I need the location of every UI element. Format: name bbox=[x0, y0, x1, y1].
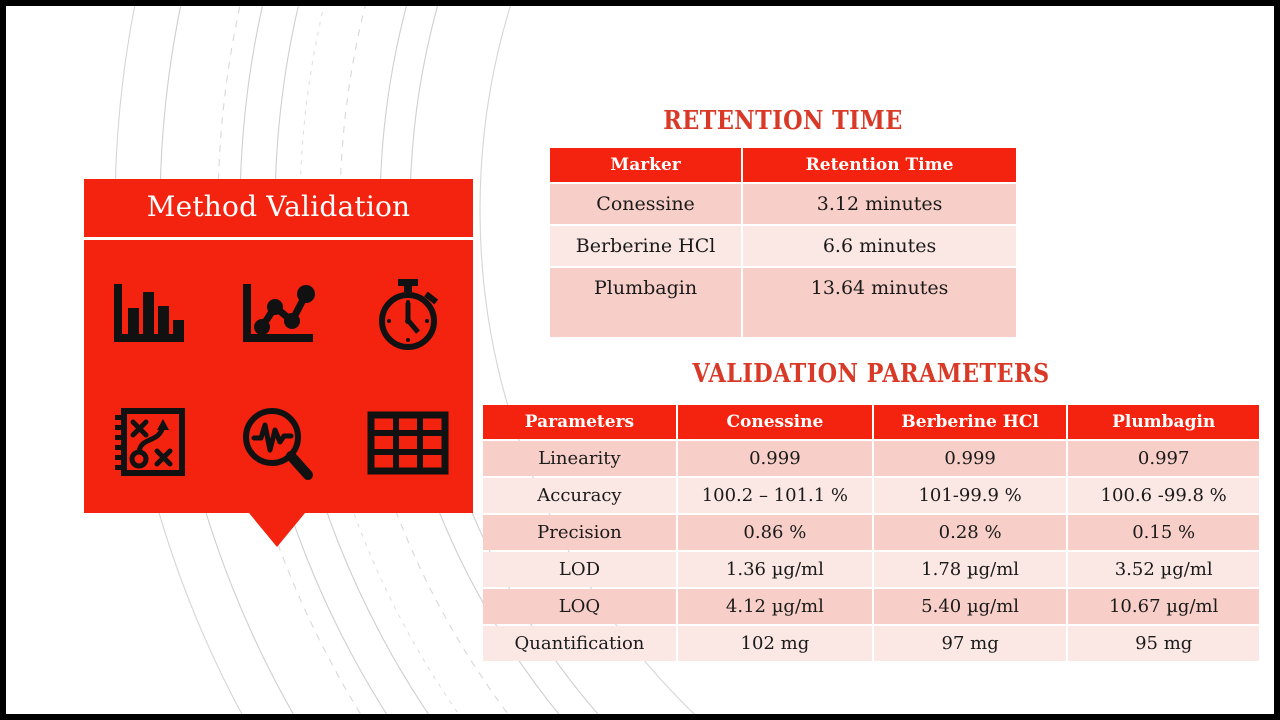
cell-berberine: 0.999 bbox=[873, 441, 1067, 476]
cell-berberine: 5.40 µg/ml bbox=[873, 589, 1067, 624]
cell-retention-time: 13.64 minutes bbox=[743, 268, 1016, 337]
icon-grid bbox=[84, 249, 473, 507]
cell-plumbagin: 0.15 % bbox=[1068, 515, 1259, 550]
table-row: Quantification 102 mg 97 mg 95 mg bbox=[483, 626, 1259, 661]
table-row: LOQ 4.12 µg/ml 5.40 µg/ml 10.67 µg/ml bbox=[483, 589, 1259, 624]
cell-retention-time: 6.6 minutes bbox=[743, 226, 1016, 266]
cell-parameter: Quantification bbox=[483, 626, 676, 661]
cell-berberine: 101-99.9 % bbox=[873, 478, 1067, 513]
cell-plumbagin: 3.52 µg/ml bbox=[1068, 552, 1259, 587]
title-divider bbox=[84, 237, 473, 240]
strategy-board-icon bbox=[111, 406, 187, 480]
cell-plumbagin: 95 mg bbox=[1068, 626, 1259, 661]
validation-parameters-heading: VALIDATION PARAMETERS bbox=[692, 359, 1050, 389]
cell-marker: Plumbagin bbox=[550, 268, 742, 337]
table-header-row: Parameters Conessine Berberine HCl Plumb… bbox=[483, 405, 1259, 439]
table-row: Plumbagin 13.64 minutes bbox=[550, 268, 1016, 337]
cell-parameter: Linearity bbox=[483, 441, 676, 476]
cell-conessine: 100.2 – 101.1 % bbox=[677, 478, 872, 513]
cell-parameter: LOQ bbox=[483, 589, 676, 624]
table-grid-icon bbox=[367, 411, 449, 475]
cell-conessine: 0.86 % bbox=[677, 515, 872, 550]
table-row: LOD 1.36 µg/ml 1.78 µg/ml 3.52 µg/ml bbox=[483, 552, 1259, 587]
callout-tail bbox=[249, 513, 305, 547]
pulse-magnifier-icon bbox=[238, 404, 318, 482]
column-header-marker: Marker bbox=[550, 148, 742, 182]
cell-conessine: 0.999 bbox=[677, 441, 872, 476]
cell-parameter: Precision bbox=[483, 515, 676, 550]
table-row: Precision 0.86 % 0.28 % 0.15 % bbox=[483, 515, 1259, 550]
bar-chart-icon bbox=[110, 278, 188, 350]
cell-berberine: 0.28 % bbox=[873, 515, 1067, 550]
cell-plumbagin: 0.997 bbox=[1068, 441, 1259, 476]
retention-time-heading: RETENTION TIME bbox=[663, 106, 903, 136]
letterbox-bar-right bbox=[1274, 0, 1280, 720]
cell-plumbagin: 100.6 -99.8 % bbox=[1068, 478, 1259, 513]
letterbox-bar-bottom bbox=[0, 714, 1280, 720]
cell-berberine: 1.78 µg/ml bbox=[873, 552, 1067, 587]
column-header-berberine-hcl: Berberine HCl bbox=[873, 405, 1067, 439]
cell-parameter: LOD bbox=[483, 552, 676, 587]
cell-marker: Conessine bbox=[550, 184, 742, 224]
column-header-parameters: Parameters bbox=[483, 405, 676, 439]
cell-berberine: 97 mg bbox=[873, 626, 1067, 661]
table-header-row: Marker Retention Time bbox=[550, 148, 1016, 182]
column-header-conessine: Conessine bbox=[677, 405, 872, 439]
cell-conessine: 1.36 µg/ml bbox=[677, 552, 872, 587]
cell-conessine: 102 mg bbox=[677, 626, 872, 661]
cell-parameter: Accuracy bbox=[483, 478, 676, 513]
letterbox-bar-top bbox=[0, 0, 1280, 6]
table-row: Linearity 0.999 0.999 0.997 bbox=[483, 441, 1259, 476]
method-validation-panel: Method Validation bbox=[84, 179, 473, 513]
column-header-plumbagin: Plumbagin bbox=[1068, 405, 1259, 439]
stopwatch-icon bbox=[369, 276, 447, 352]
cell-retention-time: 3.12 minutes bbox=[743, 184, 1016, 224]
table-row: Accuracy 100.2 – 101.1 % 101-99.9 % 100.… bbox=[483, 478, 1259, 513]
table-row: Conessine 3.12 minutes bbox=[550, 184, 1016, 224]
cell-conessine: 4.12 µg/ml bbox=[677, 589, 872, 624]
letterbox-bar-left bbox=[0, 0, 6, 720]
page-title: Method Validation bbox=[146, 190, 411, 223]
retention-time-table: Marker Retention Time Conessine 3.12 min… bbox=[548, 146, 1018, 339]
cell-marker: Berberine HCl bbox=[550, 226, 742, 266]
validation-parameters-table: Parameters Conessine Berberine HCl Plumb… bbox=[481, 403, 1261, 663]
cell-plumbagin: 10.67 µg/ml bbox=[1068, 589, 1259, 624]
table-row: Berberine HCl 6.6 minutes bbox=[550, 226, 1016, 266]
line-chart-icon bbox=[239, 278, 317, 350]
column-header-retention-time: Retention Time bbox=[743, 148, 1016, 182]
